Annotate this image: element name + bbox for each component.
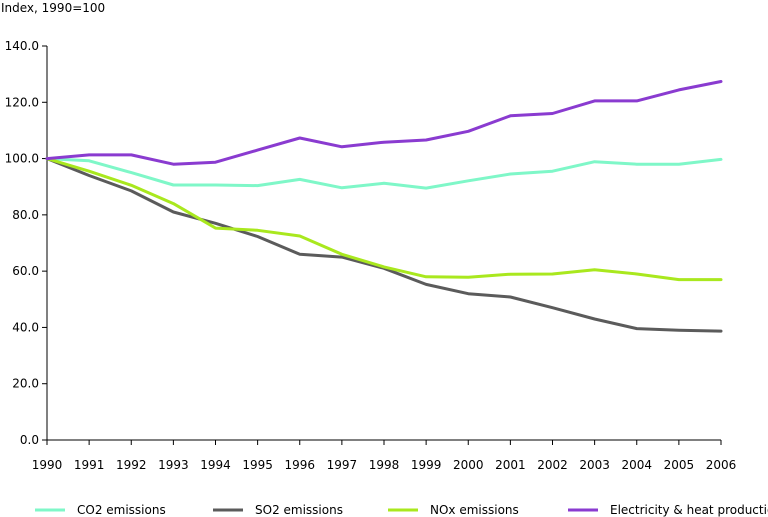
y-axis-label: Index, 1990=100 [1, 1, 105, 15]
y-tick-label: 40.0 [12, 320, 39, 334]
x-tick-label: 2004 [621, 458, 652, 472]
series-line-4 [47, 82, 721, 165]
legend-label: Electricity & heat production [610, 503, 768, 517]
y-tick-label: 20.0 [12, 377, 39, 391]
y-tick-label: 100.0 [5, 152, 39, 166]
y-axis-ticks: 0.0 20.0 40.0 60.0 80.0 100.0 120.0 140.0 [5, 39, 47, 447]
legend-label: NOx emissions [430, 503, 519, 517]
x-tick-label: 2001 [495, 458, 526, 472]
x-tick-label: 1992 [116, 458, 147, 472]
x-tick-label: 2002 [537, 458, 568, 472]
x-tick-label: 1996 [284, 458, 315, 472]
x-tick-label: 1990 [32, 458, 63, 472]
x-tick-label: 2006 [706, 458, 737, 472]
series-line-1 [47, 159, 721, 189]
y-tick-label: 0.0 [20, 433, 39, 447]
legend: CO2 emissions SO2 emissions NOx emissions E… [35, 503, 768, 517]
x-tick-label: 2003 [579, 458, 610, 472]
y-tick-label: 60.0 [12, 264, 39, 278]
series-lines [47, 82, 721, 332]
x-tick-label: 1995 [242, 458, 273, 472]
x-tick-label: 1997 [327, 458, 358, 472]
x-tick-label: 1991 [74, 458, 105, 472]
x-tick-label: 2005 [664, 458, 695, 472]
x-axis-ticks: 1990 1991 1992 1993 1994 1995 1996 1997 1998 1999… [32, 440, 737, 472]
legend-label: SO2 emissions [255, 503, 343, 517]
x-tick-label: 1999 [411, 458, 442, 472]
x-tick-label: 1994 [200, 458, 231, 472]
y-tick-label: 80.0 [12, 208, 39, 222]
legend-label: CO2 emissions [77, 503, 166, 517]
y-tick-label: 140.0 [5, 39, 39, 53]
y-tick-label: 120.0 [5, 95, 39, 109]
x-tick-label: 2000 [453, 458, 484, 472]
line-chart: Index, 1990=100 0.0 20.0 40.0 60.0 80.0 100.0… [0, 0, 768, 517]
x-tick-label: 1998 [369, 458, 400, 472]
x-tick-label: 1993 [158, 458, 189, 472]
